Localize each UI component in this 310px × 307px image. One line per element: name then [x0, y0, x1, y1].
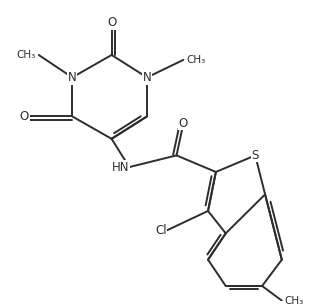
Text: S: S: [251, 149, 259, 162]
Text: CH₃: CH₃: [285, 296, 304, 305]
Text: CH₃: CH₃: [186, 55, 206, 65]
Text: Cl: Cl: [155, 224, 167, 237]
Text: O: O: [107, 16, 116, 29]
Text: O: O: [179, 117, 188, 130]
Text: CH₃: CH₃: [16, 50, 36, 60]
Text: HN: HN: [112, 161, 129, 173]
Text: N: N: [68, 71, 77, 84]
Text: N: N: [143, 71, 151, 84]
Text: O: O: [20, 110, 29, 123]
